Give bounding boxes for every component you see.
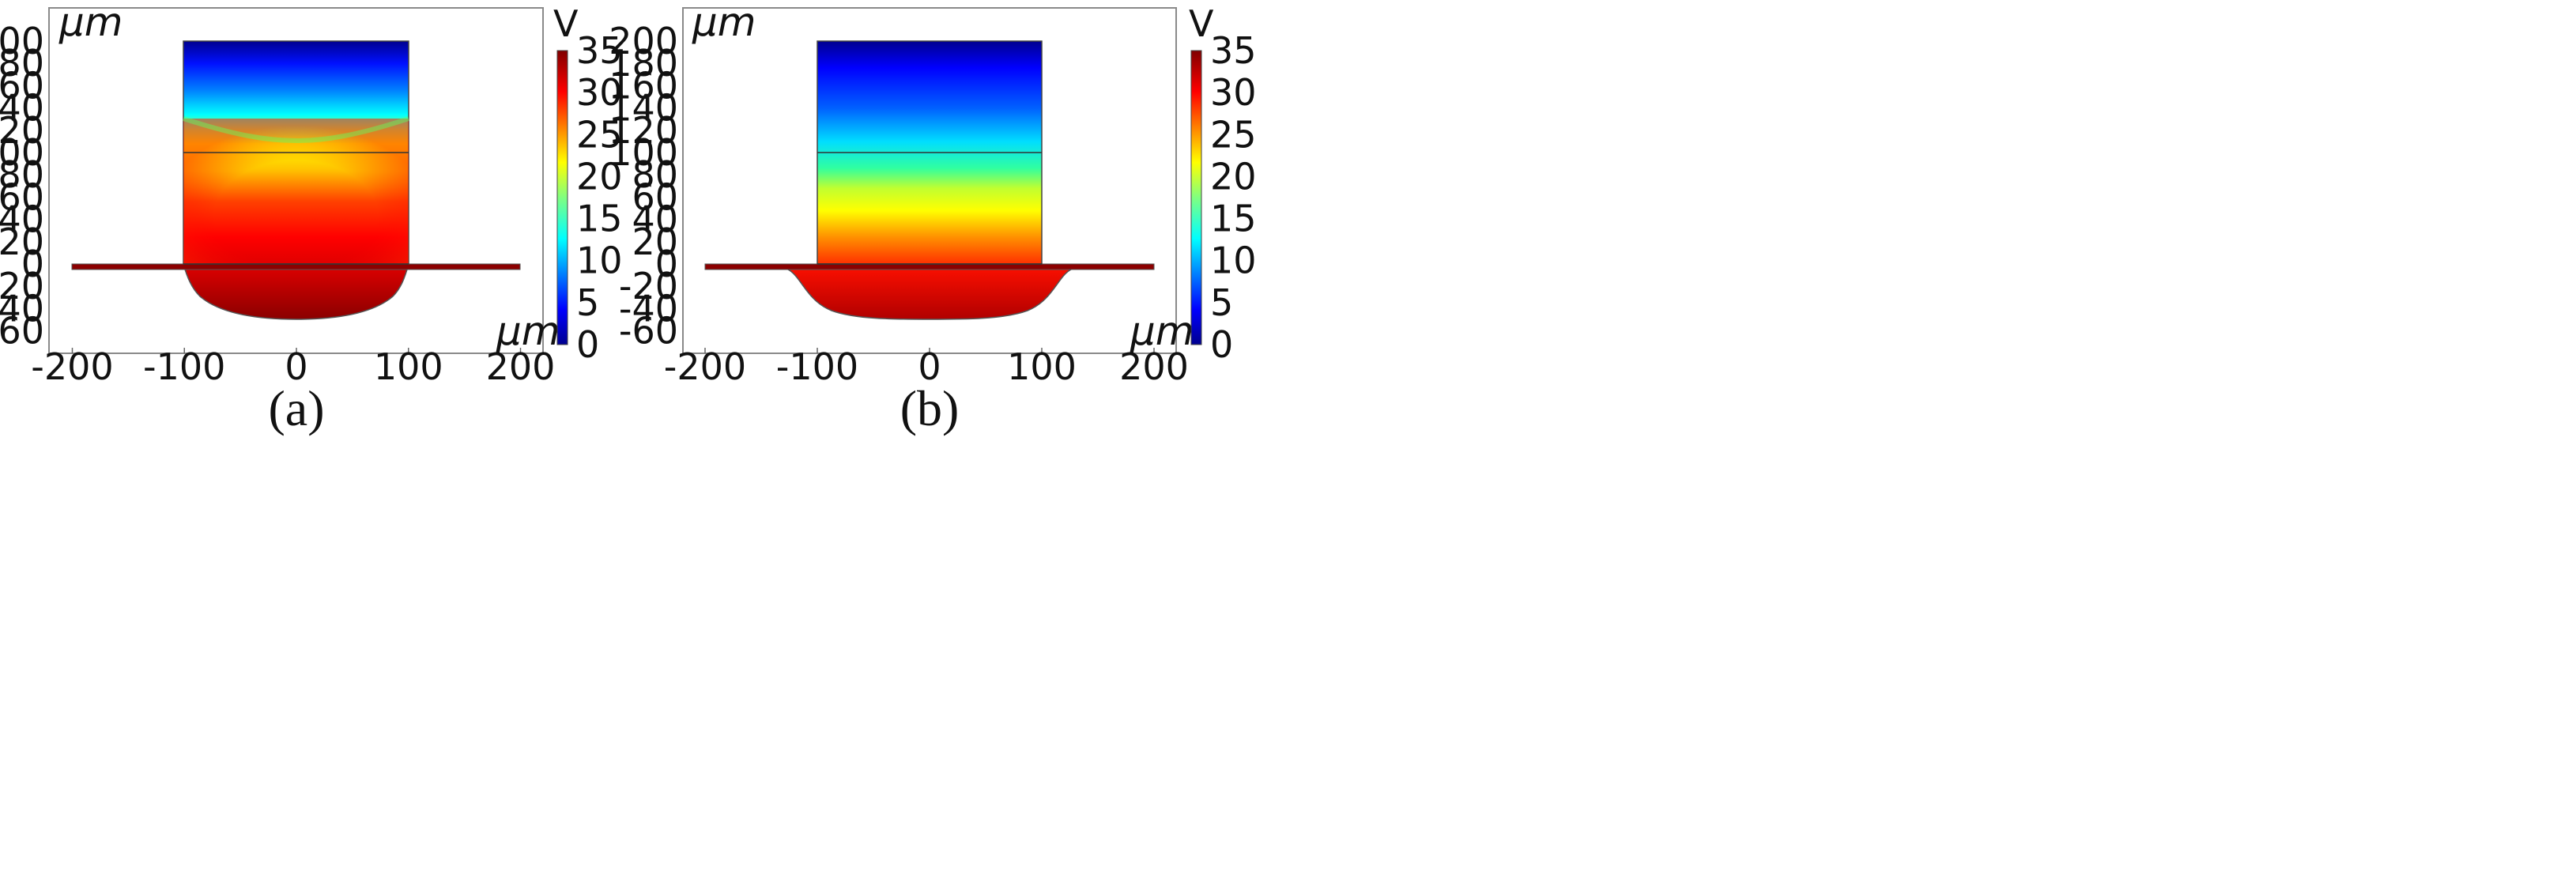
colorbar-tick-label: 20 (576, 155, 623, 198)
colorbar-tick-label: 5 (576, 281, 599, 324)
y-tick-label: -20 (619, 265, 678, 307)
colorbar-tick-label: 5 (1210, 281, 1233, 324)
y-tick-label: 40 (0, 198, 44, 241)
x-axis-ticks-b: -200 -100 0 100 200 (664, 345, 1189, 388)
y-tick-label: 140 (0, 87, 44, 130)
x-tick-label: 200 (1119, 345, 1189, 388)
colorbar-tick-label: 35 (576, 29, 623, 72)
y-unit-label-b: µm (692, 0, 756, 45)
y-tick-label: -60 (0, 310, 44, 353)
contour-dip-a (183, 116, 409, 144)
colorbar-tick-label: 25 (576, 113, 623, 156)
y-tick-label: 20 (0, 221, 44, 263)
y-tick-label: 80 (0, 153, 44, 196)
y-tick-label: 0 (655, 243, 678, 285)
x-tick-label: -100 (143, 345, 225, 388)
caption-a: (a) (268, 380, 324, 436)
x-tick-label: -200 (664, 345, 746, 388)
y-tick-label: 120 (0, 109, 44, 152)
bowl-b (786, 263, 1073, 320)
x-tick-label: 100 (374, 345, 443, 388)
y-tick-label: 200 (609, 20, 678, 62)
colorbar-label-a: V (553, 2, 579, 45)
y-tick-label: 20 (632, 221, 678, 263)
y-tick-label: 40 (632, 198, 678, 241)
y-tick-label: -40 (0, 287, 44, 330)
colorbar-tick-label: 30 (1210, 71, 1257, 114)
colorbar-tick-label: 15 (1210, 198, 1257, 240)
y-unit-label-a: µm (58, 0, 123, 45)
y-tick-label: 180 (609, 42, 678, 85)
x-unit-label-a: µm (496, 308, 560, 354)
colorbar-tick-label: 20 (1210, 155, 1257, 198)
substrate-strip-b (704, 263, 1155, 270)
x-tick-label: 0 (285, 345, 307, 388)
y-tick-label: 0 (21, 243, 44, 285)
caption-b: (b) (900, 380, 960, 436)
colorbar-b (1190, 50, 1202, 345)
y-tick-label: 180 (0, 42, 44, 85)
y-tick-label: 160 (609, 64, 678, 107)
x-tick-label: 100 (1007, 345, 1077, 388)
x-tick-label: -100 (776, 345, 858, 388)
y-tick-label: 60 (632, 175, 678, 218)
y-tick-label: 60 (0, 175, 44, 218)
x-tick-label: 200 (486, 345, 556, 388)
bowl-a (183, 263, 409, 320)
pillar-a-edge-shade (183, 119, 409, 264)
colorbar-tick-label: 10 (1210, 239, 1257, 282)
y-tick-label: -20 (0, 265, 44, 307)
substrate-strip-a (71, 263, 521, 270)
y-tick-label: 100 (0, 131, 44, 174)
x-tick-label: 0 (918, 345, 941, 388)
colorbar-tick-label: 0 (576, 323, 599, 366)
y-tick-label: 120 (609, 109, 678, 152)
x-tick-label: -200 (31, 345, 113, 388)
y-tick-label: 200 (0, 20, 44, 62)
colorbar-label-b: V (1189, 2, 1214, 45)
y-tick-label: 80 (632, 153, 678, 196)
y-tick-label: 160 (0, 64, 44, 107)
colorbar-tick-label: 15 (576, 198, 623, 240)
y-tick-label: 140 (609, 87, 678, 130)
y-tick-label: 100 (609, 131, 678, 174)
x-axis-ticks-a: -200 -100 0 100 200 (31, 345, 555, 388)
colorbar-tick-label: 25 (1210, 113, 1257, 156)
colorbar-tick-label: 0 (1210, 323, 1233, 366)
colorbar-tick-label: 30 (576, 71, 623, 114)
colorbar-tick-label: 35 (1210, 29, 1257, 72)
colorbar-tick-label: 10 (576, 239, 623, 282)
y-tick-label: -40 (619, 287, 678, 330)
colorbar-a (556, 50, 568, 345)
x-unit-label-b: µm (1130, 308, 1194, 354)
y-tick-label: -60 (619, 310, 678, 353)
